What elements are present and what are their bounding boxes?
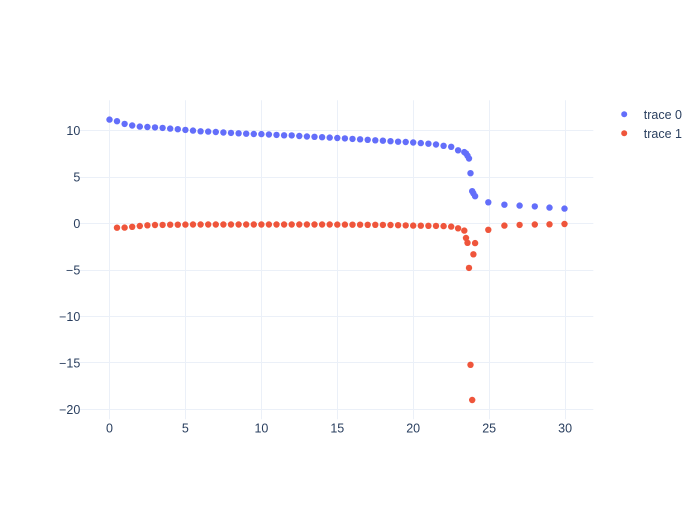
svg-text:0: 0: [106, 421, 113, 435]
svg-text:20: 20: [406, 421, 420, 435]
svg-text:0: 0: [73, 217, 80, 231]
svg-text:trace 0: trace 0: [644, 108, 682, 122]
svg-text:−10: −10: [59, 310, 80, 324]
svg-text:−20: −20: [59, 403, 80, 417]
svg-text:5: 5: [182, 421, 189, 435]
svg-text:15: 15: [330, 421, 344, 435]
svg-text:5: 5: [73, 171, 80, 185]
svg-text:−15: −15: [59, 356, 80, 370]
svg-text:−5: −5: [66, 264, 80, 278]
svg-text:10: 10: [66, 124, 80, 138]
svg-text:10: 10: [254, 421, 268, 435]
svg-text:25: 25: [482, 421, 496, 435]
svg-text:30: 30: [558, 421, 572, 435]
svg-text:trace 1: trace 1: [644, 127, 682, 141]
